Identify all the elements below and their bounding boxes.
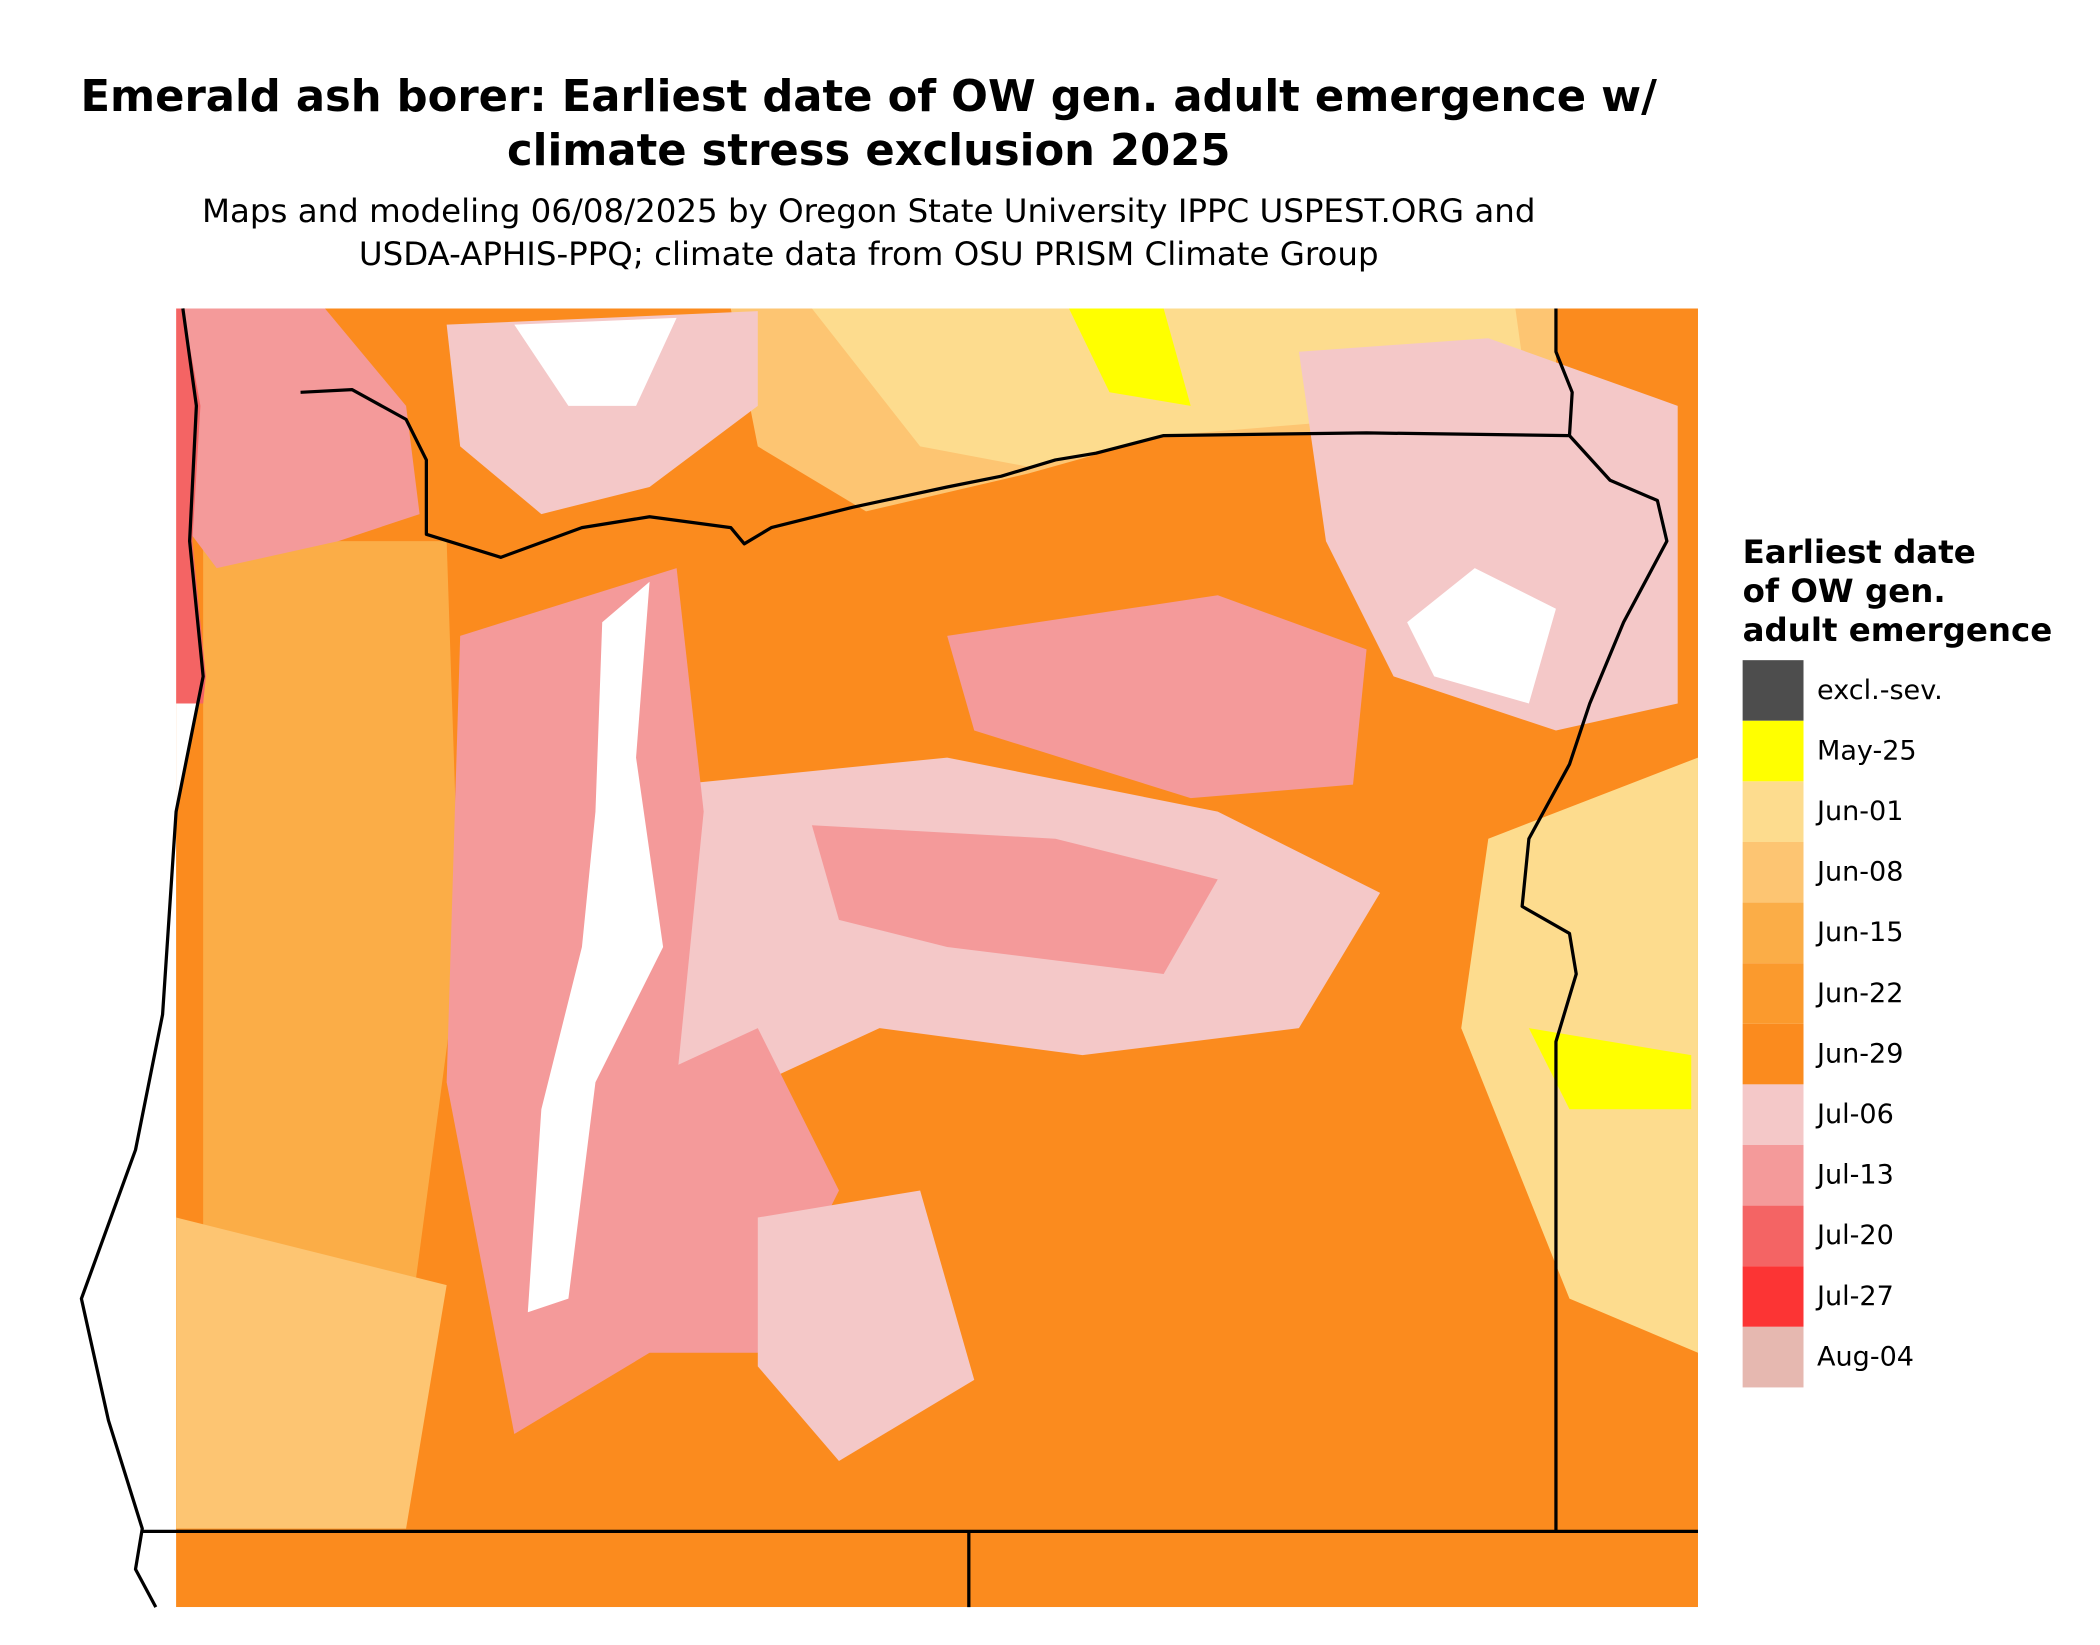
legend-label: Aug-04 <box>1817 1341 1914 1372</box>
legend-swatch <box>1742 963 1804 1024</box>
legend-label: Jun-15 <box>1815 917 1903 948</box>
legend-swatch <box>1742 902 1804 964</box>
legend-swatch <box>1742 841 1804 903</box>
legend-title: adult emergence <box>1743 611 2053 649</box>
legend-swatch <box>1742 660 1804 721</box>
legend-swatch <box>1742 1266 1804 1327</box>
legend-label: May-25 <box>1817 735 1917 766</box>
legend-label: Jun-01 <box>1815 796 1903 827</box>
legend-swatch <box>1742 1023 1804 1085</box>
legend-label: Jul-06 <box>1815 1099 1894 1130</box>
legend-label: Jul-13 <box>1815 1160 1894 1191</box>
legend-label: Jul-20 <box>1815 1220 1894 1251</box>
legend-title: Earliest date <box>1743 533 1976 571</box>
legend-label: Jun-08 <box>1815 857 1903 888</box>
legend-swatch <box>1742 1084 1804 1146</box>
legend-label: Jun-22 <box>1815 978 1903 1009</box>
title-line: climate stress exclusion 2025 <box>507 126 1230 176</box>
legend-label: Jun-29 <box>1815 1038 1903 1069</box>
legend-label: Jul-27 <box>1815 1281 1894 1312</box>
title-line: Emerald ash borer: Earliest date of OW g… <box>80 72 1657 122</box>
subtitle-line: USDA-APHIS-PPQ; climate data from OSU PR… <box>359 235 1379 273</box>
legend-swatch <box>1742 720 1804 782</box>
legend-swatch <box>1742 1326 1804 1388</box>
legend-swatch <box>1742 781 1804 842</box>
subtitle-line: Maps and modeling 06/08/2025 by Oregon S… <box>202 192 1535 230</box>
titles: Emerald ash borer: Earliest date of OW g… <box>80 72 1657 273</box>
legend-swatch <box>1742 1145 1804 1206</box>
legend-title: of OW gen. <box>1743 572 1946 610</box>
map-raster <box>176 308 1698 1608</box>
legend-label: excl.-sev. <box>1817 675 1943 706</box>
legend-swatch <box>1742 1205 1804 1267</box>
borders <box>79 308 1698 1608</box>
